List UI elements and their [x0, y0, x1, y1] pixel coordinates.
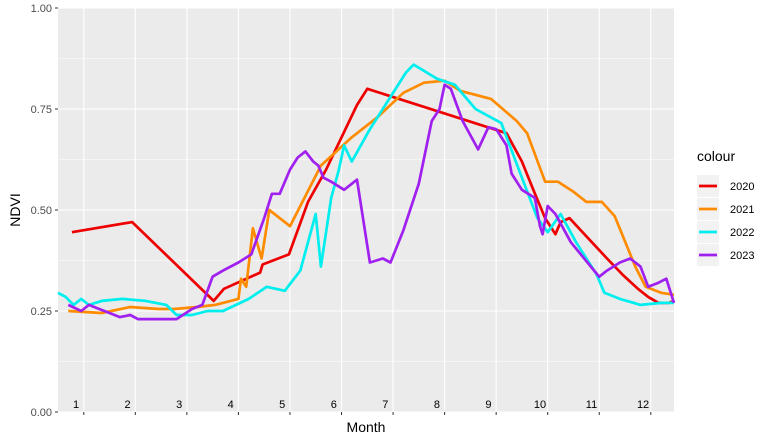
month-label: 5 — [279, 399, 285, 411]
y-tick-label: 0.75 — [31, 104, 52, 116]
y-tick-label: 0.25 — [31, 306, 52, 318]
month-label: 10 — [534, 399, 546, 411]
month-label: 6 — [331, 399, 337, 411]
month-label: 8 — [434, 399, 440, 411]
month-label: 1 — [73, 399, 79, 411]
y-tick-label: 0.00 — [31, 407, 52, 419]
month-labels: 1 2 3 4 5 6 7 8 9 10 11 12 — [73, 399, 649, 411]
series-line-2023 — [67, 83, 676, 321]
month-label: 9 — [485, 399, 491, 411]
y-tick-label: 0.50 — [31, 205, 52, 217]
month-label: 7 — [382, 399, 388, 411]
grid-minor — [58, 58, 674, 362]
month-label: 3 — [176, 399, 182, 411]
y-tick-label: 1.00 — [31, 3, 52, 15]
legend-label-2022: 2022 — [730, 227, 754, 239]
legend: colour 2020 2021 2022 2023 — [697, 148, 754, 266]
series-lines — [57, 63, 676, 321]
legend-label-2020: 2020 — [730, 181, 754, 193]
series-line-2021 — [68, 79, 675, 315]
x-axis-label: Month — [347, 419, 386, 435]
month-label: 2 — [125, 399, 131, 411]
month-label: 11 — [586, 399, 597, 411]
series-line-2022 — [57, 63, 674, 317]
month-label: 4 — [228, 399, 234, 411]
grid-major — [58, 7, 674, 413]
x-axis — [83, 412, 652, 415]
y-axis: 0.00 0.25 0.50 0.75 1.00 — [31, 3, 58, 419]
legend-label-2023: 2023 — [730, 250, 754, 262]
legend-title: colour — [697, 148, 735, 164]
month-label: 12 — [637, 399, 649, 411]
legend-label-2021: 2021 — [730, 204, 754, 216]
y-axis-label: NDVI — [7, 193, 23, 226]
series-line-2020 — [71, 87, 675, 305]
